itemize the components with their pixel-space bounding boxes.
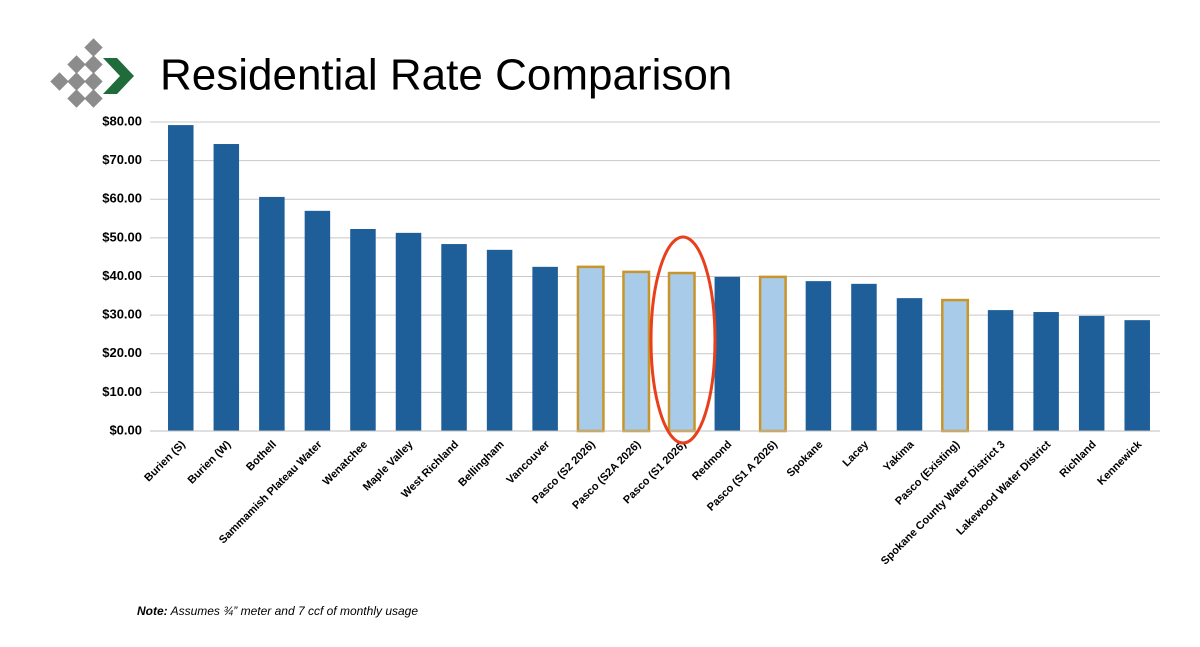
bar (851, 283, 877, 431)
y-tick-label: $50.00 (102, 229, 142, 244)
y-tick-label: $60.00 (102, 191, 142, 206)
bar (896, 298, 923, 431)
bar (805, 281, 832, 431)
x-tick-label: Lacey (841, 438, 872, 469)
x-tick-label: Yakima (881, 438, 917, 474)
y-tick-label: $80.00 (102, 113, 142, 128)
x-tick-label: Kennewick (1095, 438, 1145, 488)
bar (213, 144, 240, 432)
x-tick-label: Vancouver (504, 438, 552, 486)
y-tick-label: $20.00 (102, 345, 142, 360)
note-label: Note: (137, 604, 168, 618)
y-tick-label: $70.00 (102, 152, 142, 167)
bar (941, 298, 970, 433)
plot: $0.00 $10.00 $20.00 $30.00 $40.00 $50.00 $60.0… (102, 113, 1160, 567)
bar (441, 244, 467, 431)
bar (304, 210, 331, 431)
x-tick-label: Richland (1057, 439, 1098, 480)
bar (714, 276, 741, 431)
bar (667, 271, 696, 433)
x-tick-label: Lakewood Water District (954, 438, 1053, 537)
chart-title: Residential Rate Comparison (160, 51, 732, 100)
bar (168, 125, 194, 431)
bar (486, 249, 513, 431)
bar (576, 265, 605, 433)
highlight-ellipse (649, 235, 717, 445)
x-tick-label: Wenatchee (321, 439, 370, 488)
x-tick-label: Spokane (785, 439, 826, 480)
y-tick-label: $0.00 (109, 422, 142, 437)
bar (987, 310, 1014, 431)
bar (1033, 312, 1059, 431)
bar (1078, 315, 1105, 431)
bar (1124, 320, 1150, 431)
x-tick-label: Burien (S) (142, 438, 188, 484)
note: Note: Assumes ¾” meter and 7 ccf of mont… (137, 604, 418, 618)
x-tick-label: Redmond (690, 439, 734, 483)
x-tick-label: Bellingham (456, 438, 507, 489)
y-tick-label: $10.00 (102, 384, 142, 399)
y-tick-label: $30.00 (102, 307, 142, 322)
bar (532, 266, 558, 431)
x-tick-label: Bothell (244, 439, 279, 474)
bar (259, 196, 285, 431)
bar (758, 275, 787, 433)
note-text: Assumes ¾” meter and 7 ccf of monthly us… (170, 604, 419, 618)
bar (395, 232, 422, 431)
bar (622, 270, 651, 433)
x-tick-label: Burien (W) (186, 438, 234, 486)
bar (350, 228, 376, 431)
y-tick-label: $40.00 (102, 268, 142, 283)
logo (50, 38, 134, 108)
